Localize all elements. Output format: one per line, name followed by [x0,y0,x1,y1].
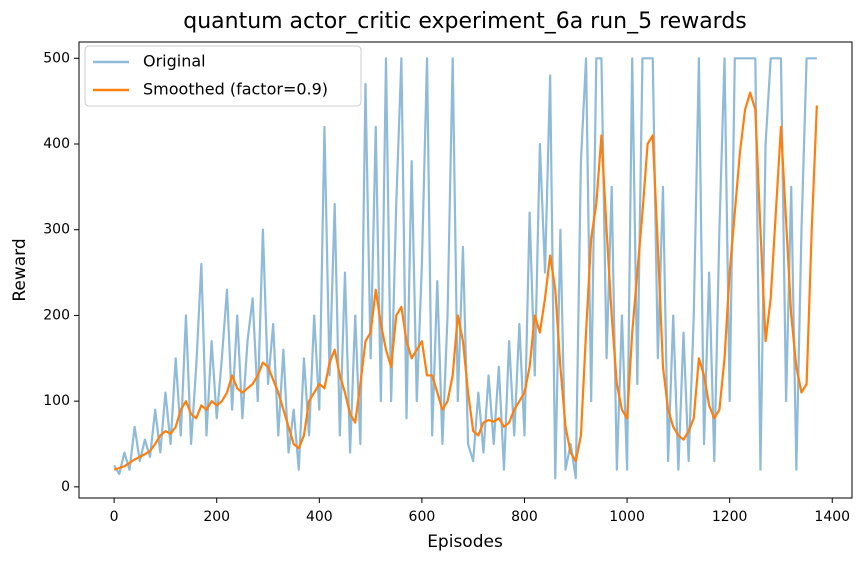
y-tick-label: 500 [43,50,70,66]
line-series [113,57,817,480]
x-tick-label: 800 [511,509,538,525]
x-tick-label: 200 [203,509,230,525]
y-axis-label: Reward [10,238,30,301]
legend-label: Original [143,52,206,71]
chart-title: quantum actor_critic experiment_6a run_5… [183,9,747,34]
x-tick-label: 400 [306,509,333,525]
plot-frame [78,41,853,499]
x-tick-label: 0 [110,509,119,525]
y-tick-label: 400 [43,136,70,152]
line-series [113,91,818,471]
x-axis-label: Episodes [427,532,503,552]
x-tick-label: 1000 [609,509,645,525]
y-tick-label: 0 [61,479,70,495]
x-tick-label: 600 [409,509,436,525]
y-tick-label: 100 [43,393,70,409]
y-tick-label: 200 [43,307,70,323]
legend-box [84,45,362,107]
legend-label: Smoothed (factor=0.9) [143,80,328,99]
x-tick-label: 1400 [814,509,850,525]
y-tick-label: 300 [43,222,70,238]
x-tick-label: 1200 [712,509,748,525]
